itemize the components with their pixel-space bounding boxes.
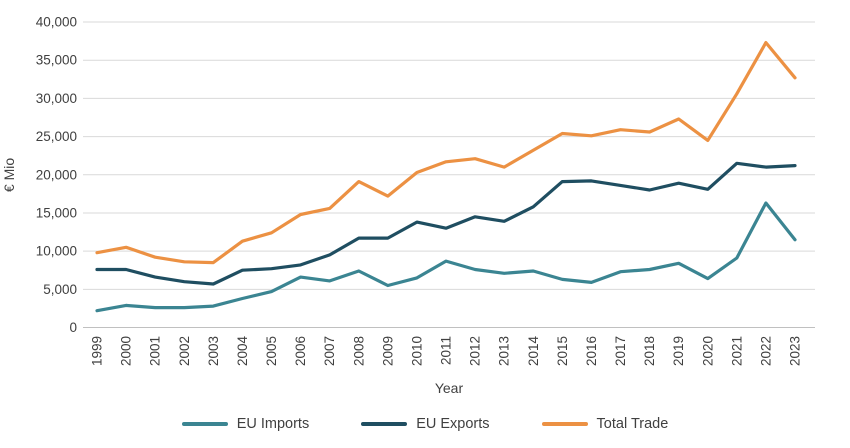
y-axis-tick-labels: 0 5,000 10,000 15,000 20,000 25,000 30,000 35,0… [36, 15, 77, 336]
legend-label-total-trade: Total Trade [596, 415, 669, 432]
svg-text:2003: 2003 [206, 336, 221, 366]
legend-item-total-trade: Total Trade [541, 415, 669, 432]
series-line-eu-exports [95, 161, 797, 286]
svg-text:2011: 2011 [439, 336, 454, 365]
svg-text:30,000: 30,000 [36, 91, 77, 106]
gridlines [83, 21, 815, 328]
eu-exports-line-icon [361, 422, 408, 426]
legend-item-eu-exports: EU Exports [361, 415, 490, 432]
legend-label-eu-exports: EU Exports [416, 415, 490, 432]
x-axis-title: Year [435, 380, 464, 396]
legend-label-eu-imports: EU Imports [236, 415, 310, 432]
svg-text:2001: 2001 [148, 336, 163, 366]
legend-item-eu-imports: EU Imports [181, 415, 310, 432]
svg-text:2017: 2017 [613, 336, 628, 366]
x-axis-tick-labels: 1999 2000 2001 2002 2003 2004 2005 2006 2007 2008… [90, 336, 803, 367]
svg-text:2008: 2008 [351, 336, 366, 366]
svg-text:2022: 2022 [758, 336, 773, 366]
svg-text:2000: 2000 [119, 336, 134, 366]
chart-legend: EU Imports EU Exports Total Trade [0, 404, 850, 444]
svg-text:0: 0 [69, 320, 77, 335]
svg-text:2004: 2004 [235, 336, 250, 367]
svg-text:2013: 2013 [497, 336, 512, 366]
plot-area: 0 5,000 10,000 15,000 20,000 25,000 30,000 35,0… [1, 15, 815, 396]
svg-text:5,000: 5,000 [43, 282, 77, 297]
svg-text:2018: 2018 [642, 336, 657, 366]
svg-text:2019: 2019 [671, 336, 686, 366]
svg-text:2009: 2009 [380, 336, 395, 366]
svg-text:25,000: 25,000 [36, 129, 77, 144]
svg-text:2010: 2010 [409, 336, 424, 366]
svg-text:40,000: 40,000 [36, 15, 77, 30]
svg-text:1999: 1999 [90, 336, 105, 366]
svg-text:10,000: 10,000 [36, 244, 77, 259]
total-trade-line-icon [541, 422, 588, 426]
svg-text:2016: 2016 [584, 336, 599, 366]
svg-text:35,000: 35,000 [36, 53, 77, 68]
svg-text:2012: 2012 [468, 336, 483, 366]
svg-text:2006: 2006 [293, 336, 308, 366]
svg-text:2005: 2005 [264, 336, 279, 366]
svg-text:2007: 2007 [322, 336, 337, 366]
svg-text:2020: 2020 [700, 336, 715, 366]
svg-text:2002: 2002 [177, 336, 192, 366]
svg-text:20,000: 20,000 [36, 167, 77, 182]
svg-text:2021: 2021 [729, 336, 744, 366]
svg-text:2014: 2014 [526, 336, 541, 367]
eu-imports-line-icon [181, 422, 228, 426]
y-axis-title: € Mio [1, 158, 17, 192]
svg-text:15,000: 15,000 [36, 205, 77, 220]
svg-text:2023: 2023 [788, 336, 803, 366]
series-line-total-trade [95, 40, 797, 265]
svg-text:2015: 2015 [555, 336, 570, 366]
series-line-eu-imports [95, 201, 797, 313]
